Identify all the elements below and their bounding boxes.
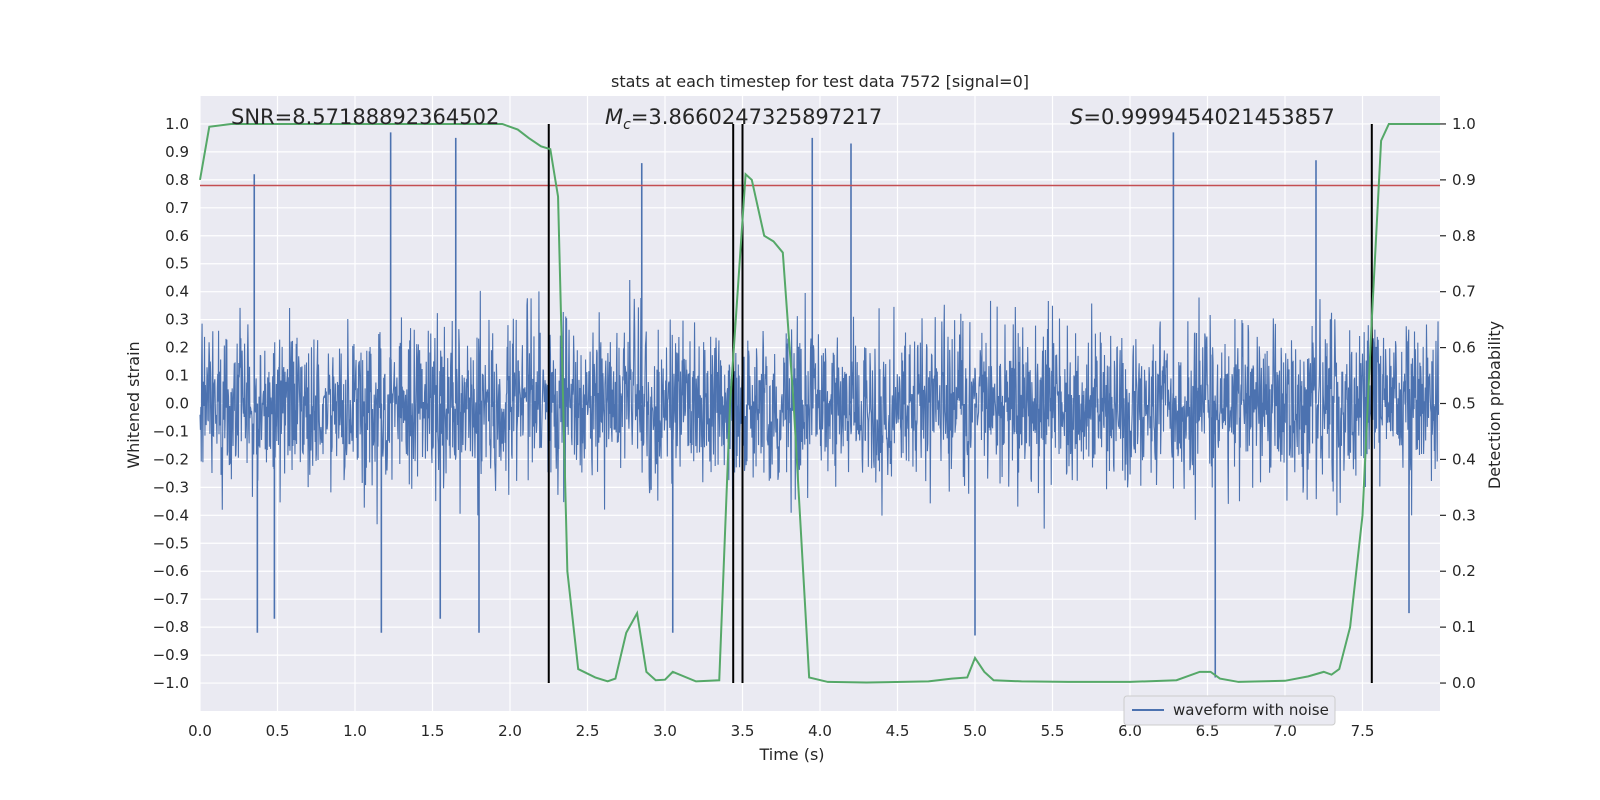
x-tick-label: 1.0 [343,722,367,740]
x-tick-label: 5.0 [963,722,987,740]
x-tick-label: 4.5 [886,722,910,740]
chirp-mass-annotation: Mc=3.8660247325897217 [605,105,882,133]
y2-axis-ticks: 1.0 0.9 0.8 0.7 0.6 0.5 0.4 0.3 0.2 0.1 0.0 [1440,115,1476,692]
y2-tick-label: 0.8 [1452,227,1476,245]
x-axis-label: Time (s) [758,745,824,764]
y-tick-label: −0.4 [153,506,189,524]
x-tick-label: 4.0 [808,722,832,740]
s-symbol: S [1070,105,1083,129]
chart-title: stats at each timestep for test data 757… [611,72,1029,91]
y-tick-label: 0.6 [165,227,189,245]
x-tick-label: 1.5 [421,722,445,740]
detection-probability-series [199,122,1440,684]
y-tick-label: 0.4 [165,283,189,301]
y-tick-label: −1.0 [153,674,189,692]
s-annotation: S=0.9999454021453857 [1070,105,1335,129]
detection-probability-line [199,122,1440,684]
y2-tick-label: 0.4 [1452,450,1476,468]
y-tick-label: −0.5 [153,534,189,552]
legend-box [1123,695,1336,726]
y-tick-label: 0.1 [165,367,189,385]
x-tick-label: 3.5 [731,722,755,740]
y-tick-label: −0.8 [153,618,189,636]
y2-tick-label: 0.2 [1452,562,1476,580]
y-tick-label: −0.1 [153,422,189,440]
x-tick-label: 7.5 [1351,722,1375,740]
y-tick-label: 0.0 [165,395,189,413]
y-axis-ticks: 1.0 0.9 0.8 0.7 0.6 0.5 0.4 0.3 0.2 0.1 0.0 −0.1 −0.… [153,115,189,692]
y2-tick-label: 0.1 [1452,618,1476,636]
y2-tick-label: 0.9 [1452,171,1476,189]
y-tick-label: 1.0 [165,115,189,133]
y-tick-label: −0.3 [153,478,189,496]
snr-annotation: SNR=8.57188892364502 [231,105,499,129]
mc-symbol: M [605,105,623,129]
y-axis-label: Whitened strain [124,341,143,468]
y-tick-label: 0.2 [165,339,189,357]
y-tick-label: −0.2 [153,450,189,468]
s-value: =0.9999454021453857 [1083,105,1334,129]
y-tick-label: −0.9 [153,646,189,664]
y2-tick-label: 0.6 [1452,339,1476,357]
x-tick-label: 0.5 [266,722,290,740]
x-tick-label: 2.5 [576,722,600,740]
x-tick-label: 5.5 [1041,722,1065,740]
x-tick-label: 6.5 [1196,722,1220,740]
x-tick-label: 3.0 [653,722,677,740]
y2-tick-label: 0.3 [1452,506,1476,524]
mc-subscript: c [623,117,631,133]
legend-label: waveform with noise [1173,701,1329,719]
y-tick-label: 0.7 [165,199,189,217]
y2-axis-label: Detection probability [1485,321,1504,489]
y2-tick-label: 0.5 [1452,395,1476,413]
waveform-with-noise-series [199,132,1439,678]
x-tick-label: 0.0 [188,722,212,740]
legend: waveform with noise [1123,695,1336,726]
x-axis-ticks: 0.0 0.5 1.0 1.5 2.0 2.5 3.0 3.5 4.0 4.5 5.0 5.5 6.0 6… [188,722,1374,740]
x-tick-label: 7.0 [1273,722,1297,740]
mc-value: =3.8660247325897217 [631,105,882,129]
y2-tick-label: 0.0 [1452,674,1476,692]
y2-tick-label: 0.7 [1452,283,1476,301]
y-tick-label: 0.3 [165,311,189,329]
y-tick-label: 0.8 [165,171,189,189]
y-tick-label: −0.7 [153,590,189,608]
y-tick-label: 0.5 [165,255,189,273]
y2-tick-label: 1.0 [1452,115,1476,133]
y-tick-label: 0.9 [165,143,189,161]
x-tick-label: 2.0 [498,722,522,740]
waveform-trace [199,279,1439,529]
x-tick-label: 6.0 [1118,722,1142,740]
y-tick-label: −0.6 [153,562,189,580]
